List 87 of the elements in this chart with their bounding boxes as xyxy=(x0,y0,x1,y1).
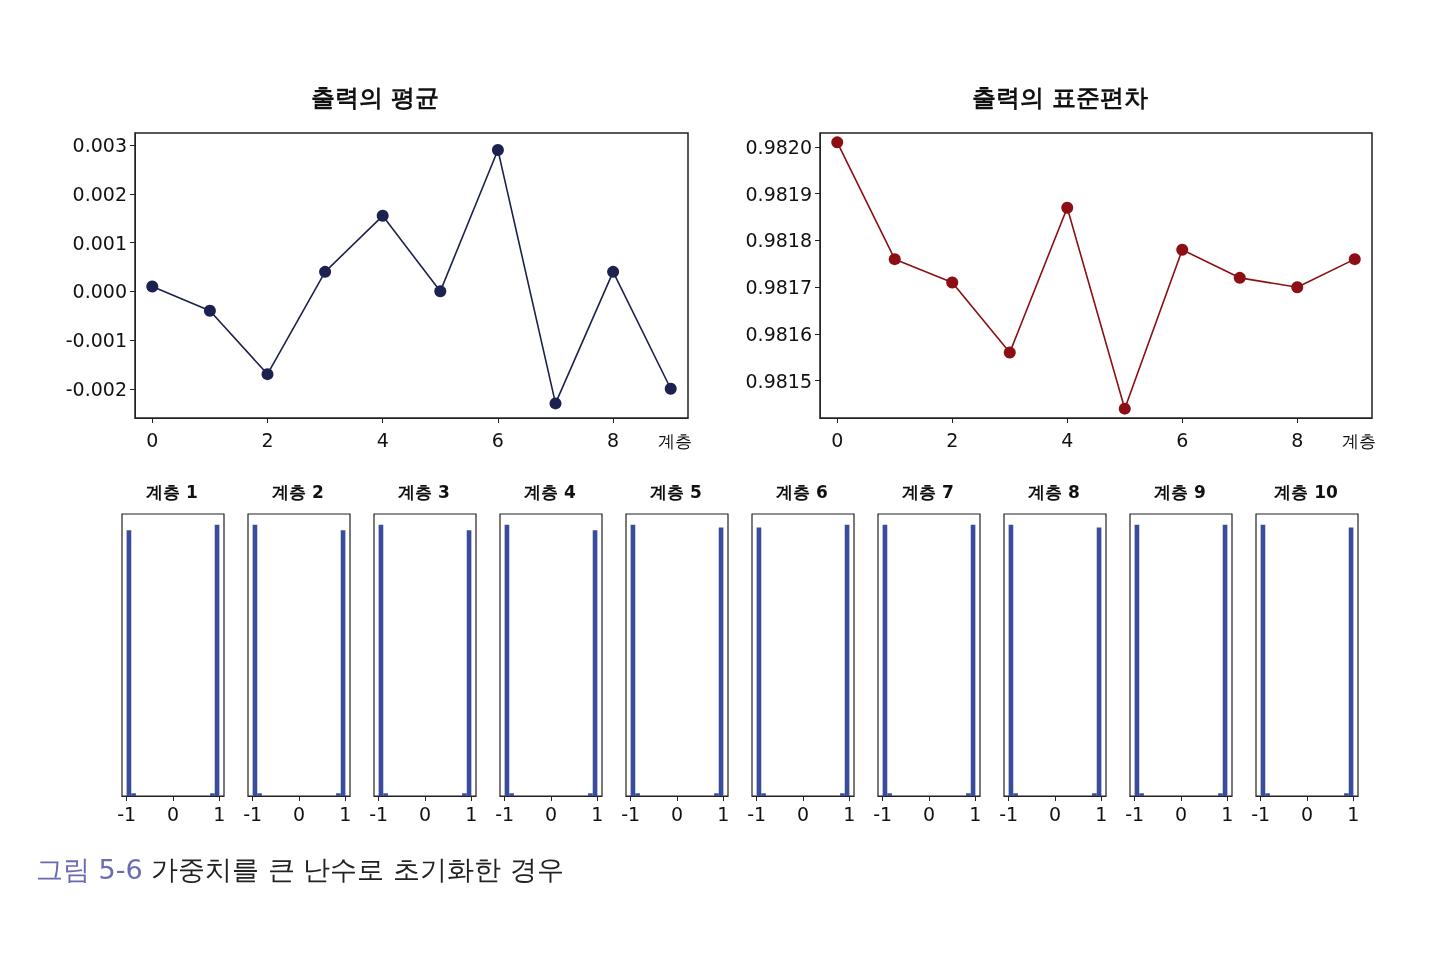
point xyxy=(203,304,216,317)
point xyxy=(831,136,844,149)
point xyxy=(1118,402,1131,415)
x-tick-label: 6 xyxy=(491,428,504,451)
x-tick-label: -1 xyxy=(621,802,641,825)
chart-title: 계층 3 xyxy=(398,481,450,502)
x-tick-label: 0 xyxy=(166,802,180,825)
point xyxy=(1291,281,1304,294)
x-tick-label: 1 xyxy=(591,802,604,825)
point xyxy=(319,265,332,278)
chart-title: 계층 6 xyxy=(776,481,828,502)
y-tick-label: 0.001 xyxy=(72,231,127,254)
chart-title: 계층 10 xyxy=(1274,481,1338,502)
x-tick-label: 4 xyxy=(1061,428,1074,451)
y-tick-label: 0.9819 xyxy=(745,182,812,205)
x-tick-label: 1 xyxy=(465,802,478,825)
chart-title: 출력의 평균 xyxy=(310,84,440,112)
x-tick-label: 0 xyxy=(146,428,159,451)
x-tick-label: -1 xyxy=(117,802,137,825)
x-tick-label: 0 xyxy=(1300,802,1314,825)
x-axis-title: 계층 xyxy=(658,430,692,451)
caption: 그림 5-6 가중치를 큰 난수로 초기화한 경우 xyxy=(36,854,564,885)
y-tick-label: 0.002 xyxy=(72,182,127,205)
chart-title: 계층 2 xyxy=(272,481,324,502)
chart-title: 계층 7 xyxy=(902,481,954,502)
point xyxy=(434,285,447,298)
x-tick-label: 1 xyxy=(843,802,856,825)
y-tick-label: 0.9815 xyxy=(745,369,812,392)
point xyxy=(888,253,901,266)
x-tick-label: 1 xyxy=(1221,802,1234,825)
x-tick-label: 0 xyxy=(418,802,432,825)
x-tick-label: 1 xyxy=(969,802,982,825)
chart-title: 출력의 표준편차 xyxy=(971,84,1149,112)
x-tick-label: 0 xyxy=(796,802,810,825)
x-tick-label: -1 xyxy=(369,802,389,825)
point xyxy=(607,265,620,278)
x-tick-label: 1 xyxy=(717,802,730,825)
x-tick-label: 0 xyxy=(544,802,558,825)
y-tick-label: 0.9820 xyxy=(745,136,812,159)
x-tick-label: 2 xyxy=(261,428,274,451)
y-tick-label: -0.001 xyxy=(65,329,127,352)
x-tick-label: 0 xyxy=(292,802,306,825)
x-tick-label: 8 xyxy=(607,428,620,451)
point xyxy=(946,276,959,289)
x-tick-label: 0 xyxy=(670,802,684,825)
y-tick-label: 0.9817 xyxy=(745,276,812,299)
x-tick-label: 1 xyxy=(213,802,226,825)
x-tick-label: -1 xyxy=(243,802,263,825)
point xyxy=(664,382,677,395)
x-tick-label: 2 xyxy=(946,428,959,451)
y-tick-label: 0.000 xyxy=(72,280,127,303)
point xyxy=(146,280,159,293)
x-tick-label: 8 xyxy=(1291,428,1304,451)
x-tick-label: -1 xyxy=(747,802,767,825)
y-tick-label: 0.003 xyxy=(72,134,127,157)
x-tick-label: -1 xyxy=(495,802,515,825)
x-axis-title: 계층 xyxy=(1342,430,1376,451)
x-tick-label: 1 xyxy=(339,802,352,825)
y-tick-label: -0.002 xyxy=(65,377,127,400)
x-tick-label: 1 xyxy=(1095,802,1108,825)
point xyxy=(261,368,274,381)
x-tick-label: -1 xyxy=(999,802,1019,825)
point xyxy=(1003,346,1016,359)
x-tick-label: 1 xyxy=(1347,802,1360,825)
x-tick-label: -1 xyxy=(873,802,893,825)
point xyxy=(491,144,504,157)
point xyxy=(1176,243,1189,256)
x-tick-label: 0 xyxy=(1048,802,1062,825)
point xyxy=(1233,271,1246,284)
x-tick-label: 0 xyxy=(831,428,844,451)
y-tick-label: 0.9818 xyxy=(745,229,812,252)
x-tick-label: -1 xyxy=(1251,802,1271,825)
chart-title: 계층 5 xyxy=(650,481,702,502)
chart-title: 계층 4 xyxy=(524,481,577,502)
chart-title: 계층 1 xyxy=(146,481,198,502)
chart-title: 계층 9 xyxy=(1154,481,1206,502)
chart-title: 계층 8 xyxy=(1028,481,1080,502)
x-tick-label: 6 xyxy=(1176,428,1189,451)
point xyxy=(549,397,562,410)
y-tick-label: 0.9816 xyxy=(745,322,812,345)
x-tick-label: -1 xyxy=(1125,802,1145,825)
point xyxy=(1061,201,1074,214)
x-tick-label: 0 xyxy=(1174,802,1188,825)
point xyxy=(1348,253,1361,266)
x-tick-label: 0 xyxy=(922,802,936,825)
point xyxy=(376,209,389,222)
x-tick-label: 4 xyxy=(376,428,389,451)
